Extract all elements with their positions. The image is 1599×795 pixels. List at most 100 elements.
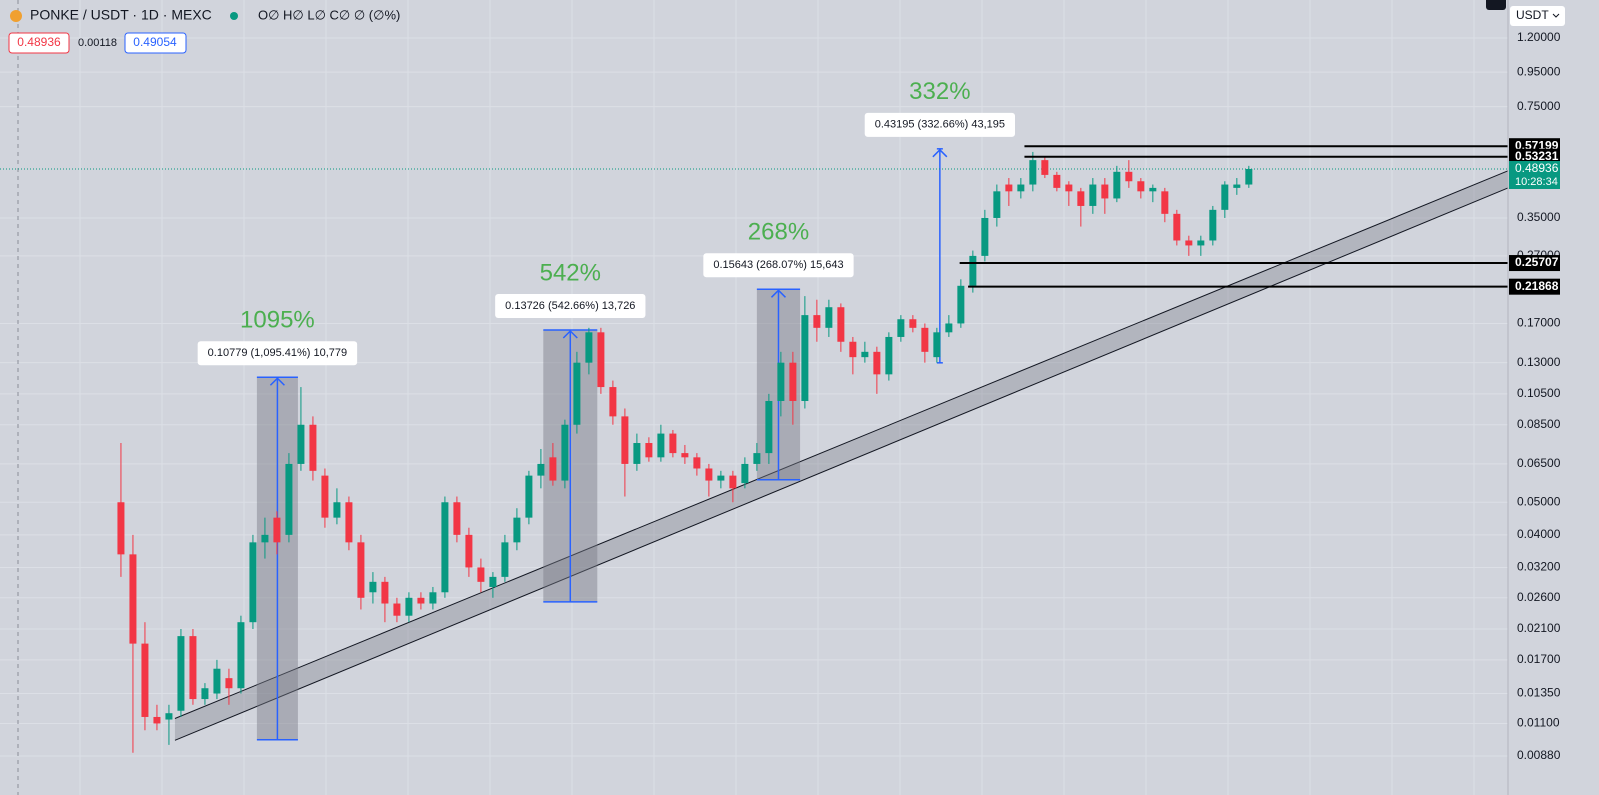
y-tick-label: 0.01100	[1517, 716, 1560, 730]
candle-body	[873, 351, 881, 375]
candle-body	[573, 362, 581, 425]
level-tag	[1509, 278, 1560, 295]
trend-line	[174, 186, 1510, 741]
sell-box[interactable]	[8, 32, 70, 54]
channel-fill	[174, 170, 1510, 741]
arrow-head	[932, 148, 948, 158]
candle-body	[849, 341, 857, 358]
symbol-icon	[10, 10, 22, 22]
measure-label-box	[197, 341, 358, 366]
candle-body	[201, 688, 209, 700]
candle-body	[501, 542, 509, 577]
candle-body	[1149, 187, 1157, 192]
add-button[interactable]	[1486, 0, 1506, 10]
candle-body	[825, 307, 833, 328]
candle-body	[765, 400, 773, 454]
candle-body	[585, 332, 593, 363]
measure-label: 0.15643 (268.07%) 15,643	[713, 259, 843, 271]
candle-body	[741, 463, 749, 484]
y-tick-label: 0.95000	[1517, 64, 1561, 78]
candle-body	[813, 315, 821, 328]
candle-body	[837, 307, 845, 342]
candle-body	[789, 362, 797, 401]
candle-body	[717, 475, 725, 481]
arrow-head	[562, 329, 578, 339]
candle-body	[249, 542, 257, 623]
candle-body	[657, 433, 665, 458]
candle-body	[1185, 240, 1193, 246]
candle-body	[897, 319, 905, 337]
y-tick-label: 0.13000	[1517, 355, 1561, 369]
measure-percent: 1095%	[240, 307, 315, 334]
candle-body	[273, 517, 281, 543]
candle-body	[381, 581, 389, 604]
candle-body	[225, 678, 233, 689]
arrow-head	[269, 377, 285, 386]
candle-body	[405, 597, 413, 616]
ask[interactable]: 0.49054	[133, 35, 177, 49]
measure-label-box	[495, 294, 646, 319]
buy-box[interactable]	[124, 32, 187, 54]
last-price-label: 0.48936	[1515, 161, 1559, 175]
candle-body	[1017, 184, 1025, 192]
candle-body	[153, 716, 161, 724]
trend-line	[174, 169, 1510, 719]
currency-select[interactable]	[1510, 6, 1565, 26]
grid	[0, 0, 1508, 795]
candle-body	[213, 668, 221, 694]
candle-body	[513, 517, 521, 543]
candle-body	[441, 502, 449, 593]
bid[interactable]: 0.48936	[17, 35, 61, 49]
candle-body	[1137, 181, 1145, 192]
candle-body	[1101, 184, 1109, 199]
candle-body	[189, 636, 197, 700]
candle-body	[1233, 184, 1241, 188]
candle-body	[933, 332, 941, 358]
candle-body	[549, 457, 557, 481]
candle-body	[981, 217, 989, 256]
currency[interactable]: USDT	[1516, 8, 1549, 22]
y-tick-label: 0.35000	[1517, 210, 1561, 224]
axis-labels: 1.200000.950000.750000.350000.270000.170…	[1509, 30, 1561, 762]
candle-body	[1005, 184, 1013, 192]
measure-label: 0.10779 (1,095.41%) 10,779	[208, 347, 347, 359]
level-tag	[1509, 148, 1560, 165]
y-tick-label: 0.06500	[1517, 456, 1561, 470]
candle-body	[645, 443, 653, 458]
measure-label: 0.43195 (332.66%) 43,195	[875, 119, 1005, 131]
status-dot	[230, 12, 238, 20]
candle-body	[861, 351, 869, 358]
candle-body	[693, 457, 701, 469]
candle-body	[321, 475, 329, 518]
level-label: 0.53231	[1515, 149, 1559, 163]
candle-body	[537, 463, 545, 476]
candle-body	[1245, 168, 1253, 185]
candle-body	[1113, 171, 1121, 199]
candle-body	[921, 327, 929, 352]
measure-label: 0.13726 (542.66%) 13,726	[505, 300, 635, 312]
candle-body	[1029, 160, 1037, 185]
candle-body	[1197, 240, 1205, 246]
y-tick-label: 0.10500	[1517, 386, 1561, 400]
candle-body	[285, 463, 293, 535]
candle-body	[1041, 160, 1049, 175]
candle-body	[141, 643, 149, 717]
candle-body	[165, 713, 173, 720]
arrow-head	[770, 289, 787, 298]
y-tick-label: 1.20000	[1517, 30, 1561, 44]
chevron	[1552, 13, 1560, 18]
candle-body	[885, 336, 893, 375]
candle-body	[597, 332, 605, 388]
y-tick-label: 0.08500	[1517, 417, 1561, 431]
symbol[interactable]: PONKE / USDT · 1D · MEXC	[30, 7, 212, 23]
candle-body	[753, 453, 761, 464]
level-label: 0.21868	[1515, 279, 1559, 293]
candle-body	[945, 323, 953, 333]
y-tick-label: 0.17000	[1517, 316, 1561, 330]
y-tick-label: 0.02600	[1517, 590, 1561, 604]
candle-body	[777, 362, 785, 401]
y-tick-label: 0.02100	[1517, 621, 1561, 635]
price-axis	[1508, 0, 1599, 795]
